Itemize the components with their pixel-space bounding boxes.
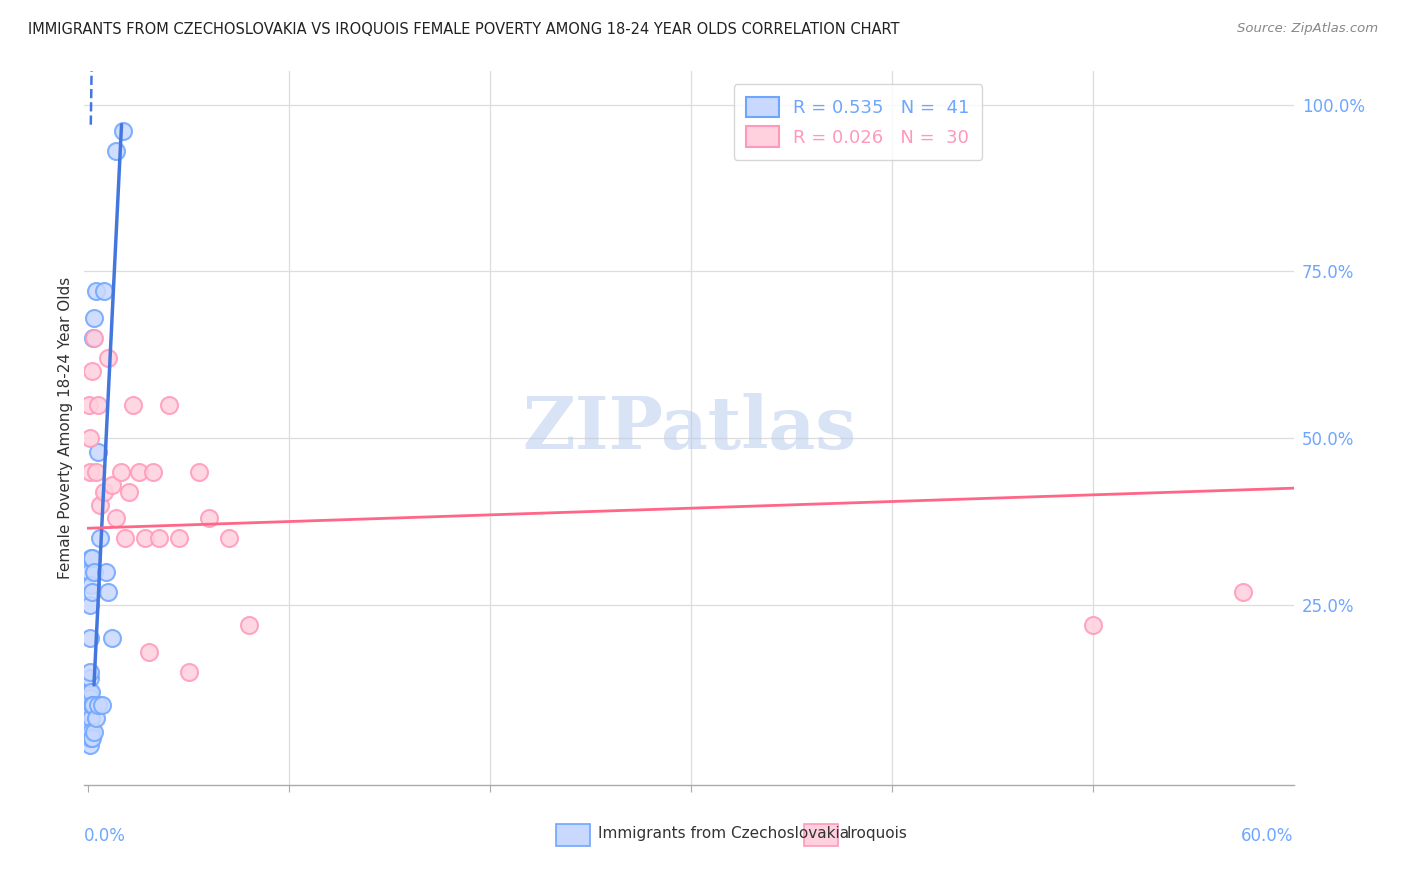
Point	[167, 531, 190, 545]
Point	[134, 531, 156, 545]
Point	[89, 531, 111, 545]
Text: 60.0%: 60.0%	[1241, 827, 1294, 845]
Y-axis label: Female Poverty Among 18-24 Year Olds: Female Poverty Among 18-24 Year Olds	[58, 277, 73, 579]
Point	[96, 565, 118, 579]
FancyBboxPatch shape	[555, 824, 589, 846]
Point	[79, 705, 101, 719]
Point	[86, 285, 108, 299]
Point	[157, 398, 180, 412]
Point	[83, 311, 105, 326]
Point	[79, 698, 101, 712]
Point	[91, 698, 114, 712]
Point	[80, 578, 103, 592]
Point	[101, 478, 124, 492]
Point	[198, 511, 221, 525]
Text: Immigrants from Czechoslovakia: Immigrants from Czechoslovakia	[599, 826, 849, 841]
Point	[86, 465, 108, 479]
Point	[87, 444, 110, 458]
Point	[82, 364, 104, 378]
Point	[83, 565, 105, 579]
Point	[79, 724, 101, 739]
Point	[87, 398, 110, 412]
Point	[101, 632, 124, 646]
Point	[79, 684, 101, 698]
Point	[82, 698, 104, 712]
Point	[79, 431, 101, 445]
Point	[79, 565, 101, 579]
FancyBboxPatch shape	[804, 824, 838, 846]
Point	[83, 331, 105, 345]
Point	[238, 618, 260, 632]
Point	[105, 511, 128, 525]
Point	[79, 711, 101, 725]
Point	[79, 738, 101, 752]
Point	[218, 531, 240, 545]
Point	[121, 398, 143, 412]
Point	[93, 484, 115, 499]
Text: Source: ZipAtlas.com: Source: ZipAtlas.com	[1237, 22, 1378, 36]
Text: IMMIGRANTS FROM CZECHOSLOVAKIA VS IROQUOIS FEMALE POVERTY AMONG 18-24 YEAR OLDS : IMMIGRANTS FROM CZECHOSLOVAKIA VS IROQUO…	[28, 22, 900, 37]
Point	[80, 711, 103, 725]
Point	[79, 632, 101, 646]
Legend: R = 0.535   N =  41, R = 0.026   N =  30: R = 0.535 N = 41, R = 0.026 N = 30	[734, 84, 983, 160]
Point	[83, 724, 105, 739]
Point	[87, 698, 110, 712]
Point	[97, 584, 120, 599]
Text: Iroquois: Iroquois	[846, 826, 907, 841]
Point	[82, 551, 104, 566]
Point	[1232, 584, 1254, 599]
Point	[187, 465, 209, 479]
Point	[177, 665, 200, 679]
Point	[80, 731, 103, 746]
Point	[86, 711, 108, 725]
Point	[79, 691, 101, 706]
Point	[93, 285, 115, 299]
Point	[79, 671, 101, 685]
Point	[138, 644, 160, 658]
Point	[82, 731, 104, 746]
Point	[114, 531, 136, 545]
Point	[79, 398, 101, 412]
Point	[80, 724, 103, 739]
Point	[79, 465, 101, 479]
Point	[82, 331, 104, 345]
Point	[79, 718, 101, 732]
Point	[79, 665, 101, 679]
Text: 0.0%: 0.0%	[84, 827, 127, 845]
Point	[142, 465, 165, 479]
Point	[148, 531, 170, 545]
Point	[111, 124, 134, 138]
Point	[110, 465, 132, 479]
Point	[79, 598, 101, 612]
Point	[105, 145, 128, 159]
Point	[97, 351, 120, 365]
Point	[80, 684, 103, 698]
Point	[128, 465, 150, 479]
Point	[117, 484, 139, 499]
Point	[89, 498, 111, 512]
Point	[1081, 618, 1104, 632]
Point	[80, 698, 103, 712]
Point	[79, 731, 101, 746]
Point	[80, 584, 103, 599]
Text: ZIPatlas: ZIPatlas	[522, 392, 856, 464]
Point	[80, 551, 103, 566]
